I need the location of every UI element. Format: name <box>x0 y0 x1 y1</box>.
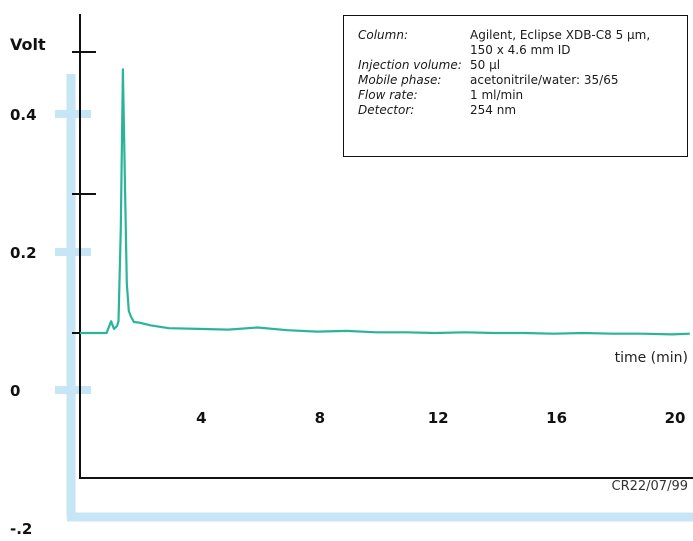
method-row: Injection volume: 50 µl <box>358 58 687 73</box>
method-value: 50 µl <box>470 58 501 72</box>
x-tick-label: 8 <box>315 409 325 427</box>
x-tick-label: 20 <box>665 409 686 427</box>
method-key: Injection volume: <box>358 58 462 72</box>
figure-code: CR22/07/99 <box>612 479 689 494</box>
method-key: Flow rate: <box>358 88 418 102</box>
y-tick-label: 0.2 <box>10 244 37 262</box>
x-tick-label: 4 <box>196 409 206 427</box>
chromatogram-trace <box>80 68 690 336</box>
y-tick-label: -.2 <box>10 520 32 538</box>
offset-axis <box>55 74 693 522</box>
method-key: Detector: <box>358 103 415 117</box>
method-value: 254 nm <box>470 103 517 117</box>
x-tick-label: 16 <box>546 409 567 427</box>
y-tick-label: 0.4 <box>10 106 37 124</box>
method-key: Mobile phase: <box>358 73 442 87</box>
x-tick-label: 12 <box>428 409 449 427</box>
method-value: acetonitrile/water: 35/65 <box>470 73 619 87</box>
tick-labels: -.2 0 0.2 0.4 4 8 12 16 20 <box>10 106 685 538</box>
method-value: 1 ml/min <box>470 88 524 102</box>
method-key: Column: <box>358 28 408 42</box>
y-tick-label: 0 <box>10 382 20 400</box>
x-axis-title: time (min) <box>615 350 688 366</box>
method-row: Mobile phase: acetonitrile/water: 35/65 <box>358 73 687 88</box>
trace-layer <box>80 68 690 336</box>
method-info-box: Column: Agilent, Eclipse XDB-C8 5 µm, 150… <box>343 15 688 157</box>
method-row: Column: Agilent, Eclipse XDB-C8 5 µm, 150… <box>358 28 687 58</box>
method-row: Detector: 254 nm <box>358 103 687 118</box>
y-axis-title: Volt <box>10 35 46 54</box>
method-value: Agilent, Eclipse XDB-C8 5 µm, 150 x 4.6 … <box>470 28 651 57</box>
method-row: Flow rate: 1 ml/min <box>358 88 687 103</box>
